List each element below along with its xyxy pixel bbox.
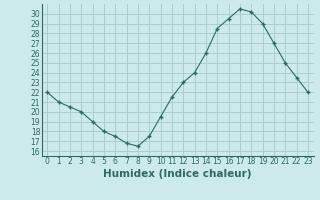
X-axis label: Humidex (Indice chaleur): Humidex (Indice chaleur): [103, 169, 252, 179]
